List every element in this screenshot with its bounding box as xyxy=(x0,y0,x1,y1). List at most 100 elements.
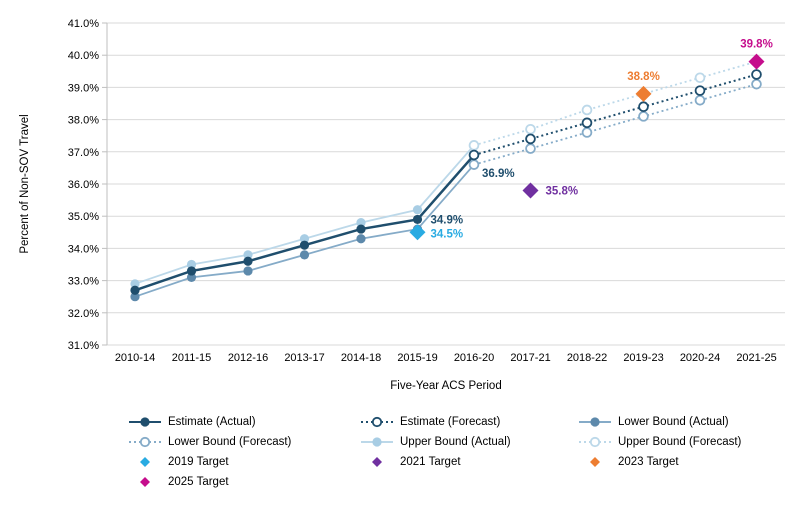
data-point-upper-bound-forecast- xyxy=(468,140,480,151)
x-tick-label: 2019-23 xyxy=(623,352,663,364)
legend-item-upper-bound-forecast-: Upper Bound (Forecast) xyxy=(578,435,800,449)
legend-item-lower-bound-forecast-: Lower Bound (Forecast) xyxy=(128,435,360,449)
data-point-lower-bound-actual- xyxy=(130,292,140,302)
legend-label: 2019 Target xyxy=(168,456,229,468)
data-point-estimate-forecast- xyxy=(751,69,762,80)
data-point-estimate-actual- xyxy=(356,224,366,234)
annotation-label: 36.9% xyxy=(482,168,515,180)
data-point-estimate-actual- xyxy=(186,266,197,276)
legend-line-marker-icon xyxy=(129,436,161,448)
x-tick-label: 2016-20 xyxy=(454,352,494,364)
legend-item-upper-bound-actual-: Upper Bound (Actual) xyxy=(360,435,578,449)
y-tick-label: 40.0% xyxy=(68,50,99,62)
legend-item-2021-target: 2021 Target xyxy=(360,455,578,469)
data-point-upper-bound-actual- xyxy=(412,205,423,215)
data-point-lower-bound-forecast- xyxy=(525,143,536,154)
y-tick-label: 34.0% xyxy=(68,243,99,255)
legend-line-marker-icon xyxy=(361,437,393,447)
legend-line-marker-icon xyxy=(579,436,611,448)
legend-label: 2021 Target xyxy=(400,456,461,468)
legend-diamond-icon xyxy=(140,477,150,487)
x-tick-label: 2014-18 xyxy=(341,352,381,364)
data-point-upper-bound-forecast- xyxy=(694,72,706,84)
series-line-lower-bound-forecast- xyxy=(473,83,757,166)
x-tick-label: 2013-17 xyxy=(284,352,324,364)
x-tick-label: 2018-22 xyxy=(567,352,607,364)
legend-diamond-icon xyxy=(140,457,150,467)
y-tick-label: 31.0% xyxy=(68,340,99,352)
y-tick-label: 33.0% xyxy=(68,276,99,288)
chart-legend: Estimate (Actual) Estimate (Forecast) Lowe… xyxy=(128,412,800,492)
data-point-lower-bound-forecast- xyxy=(751,78,762,90)
target-diamond-2025-target xyxy=(748,53,765,70)
annotation-label: 34.9% xyxy=(431,214,464,226)
data-point-estimate-actual- xyxy=(130,285,140,295)
chart-canvas: 41.0% 40.0% 39.0% 38.0% 37.0% 36.0% 35.0% 34.0%… xyxy=(68,18,785,364)
data-point-lower-bound-forecast- xyxy=(638,111,649,122)
data-point-estimate-forecast- xyxy=(525,133,536,145)
annotation-label: 38.8% xyxy=(627,71,660,83)
series-line-estimate-forecast- xyxy=(473,73,757,156)
data-point-estimate-actual- xyxy=(412,214,423,225)
series-line-upper-bound-forecast- xyxy=(473,60,757,147)
x-tick-label: 2021-25 xyxy=(736,352,776,364)
data-point-estimate-actual- xyxy=(243,256,253,266)
x-tick-label: 2012-16 xyxy=(228,352,268,364)
annotation-label: 39.8% xyxy=(740,39,773,51)
data-point-upper-bound-actual- xyxy=(130,279,140,289)
legend-line-marker-icon xyxy=(579,417,611,427)
y-axis-title: Percent of Non-SOV Travel xyxy=(19,114,31,254)
legend-label: Lower Bound (Actual) xyxy=(618,416,729,428)
target-diamond-2023-target xyxy=(635,85,652,102)
legend-label: Estimate (Actual) xyxy=(168,416,256,428)
legend-line-marker-icon xyxy=(129,417,161,427)
data-point-estimate-forecast- xyxy=(638,101,649,113)
legend-item-2025-target: 2025 Target xyxy=(128,475,360,489)
x-tick-label: 2015-19 xyxy=(397,352,437,364)
data-point-estimate-forecast- xyxy=(694,85,706,96)
legend-item-2023-target: 2023 Target xyxy=(578,455,800,469)
legend-label: Lower Bound (Forecast) xyxy=(168,436,292,448)
legend-item-estimate-actual-: Estimate (Actual) xyxy=(128,415,360,429)
data-point-estimate-forecast- xyxy=(581,117,593,129)
data-point-upper-bound-forecast- xyxy=(525,123,536,135)
target-diamond-2021-target xyxy=(522,182,539,199)
legend-line-marker-icon xyxy=(361,416,393,428)
legend-label: Estimate (Forecast) xyxy=(400,416,501,428)
data-point-estimate-actual- xyxy=(299,240,310,250)
data-point-upper-bound-actual- xyxy=(186,259,197,270)
x-tick-label: 2020-24 xyxy=(680,352,720,364)
y-tick-label: 35.0% xyxy=(68,211,99,223)
data-point-lower-bound-forecast- xyxy=(694,94,706,106)
x-tick-label: 2010-14 xyxy=(115,352,155,364)
annotation-label: 35.8% xyxy=(546,185,579,197)
data-point-lower-bound-forecast- xyxy=(581,127,593,138)
data-point-lower-bound-actual- xyxy=(356,234,366,244)
x-tick-label: 2011-15 xyxy=(172,352,212,364)
y-tick-label: 41.0% xyxy=(68,18,99,30)
target-diamond-2019-target xyxy=(409,224,426,241)
legend-item-2019-target: 2019 Target xyxy=(128,455,360,469)
y-tick-label: 37.0% xyxy=(68,147,99,159)
legend-label: Upper Bound (Forecast) xyxy=(618,436,742,448)
legend-label: 2023 Target xyxy=(618,456,679,468)
data-point-lower-bound-actual- xyxy=(186,272,197,282)
x-tick-label: 2017-21 xyxy=(510,352,550,364)
legend-label: Upper Bound (Actual) xyxy=(400,436,511,448)
y-tick-label: 36.0% xyxy=(68,179,99,191)
data-point-lower-bound-actual- xyxy=(243,266,253,276)
legend-item-lower-bound-actual-: Lower Bound (Actual) xyxy=(578,415,800,429)
legend-diamond-icon xyxy=(372,457,382,467)
data-point-upper-bound-actual- xyxy=(356,218,366,228)
data-point-upper-bound-actual- xyxy=(243,250,253,260)
y-tick-label: 38.0% xyxy=(68,115,99,127)
x-axis-title: Five-Year ACS Period xyxy=(390,380,502,392)
legend-label: 2025 Target xyxy=(168,476,229,488)
legend-item-estimate-forecast-: Estimate (Forecast) xyxy=(360,415,578,429)
annotation-label: 34.5% xyxy=(431,228,464,240)
data-point-upper-bound-forecast- xyxy=(581,104,593,116)
y-tick-label: 39.0% xyxy=(68,82,99,94)
data-point-lower-bound-actual- xyxy=(299,250,310,260)
legend-diamond-icon xyxy=(590,457,600,467)
